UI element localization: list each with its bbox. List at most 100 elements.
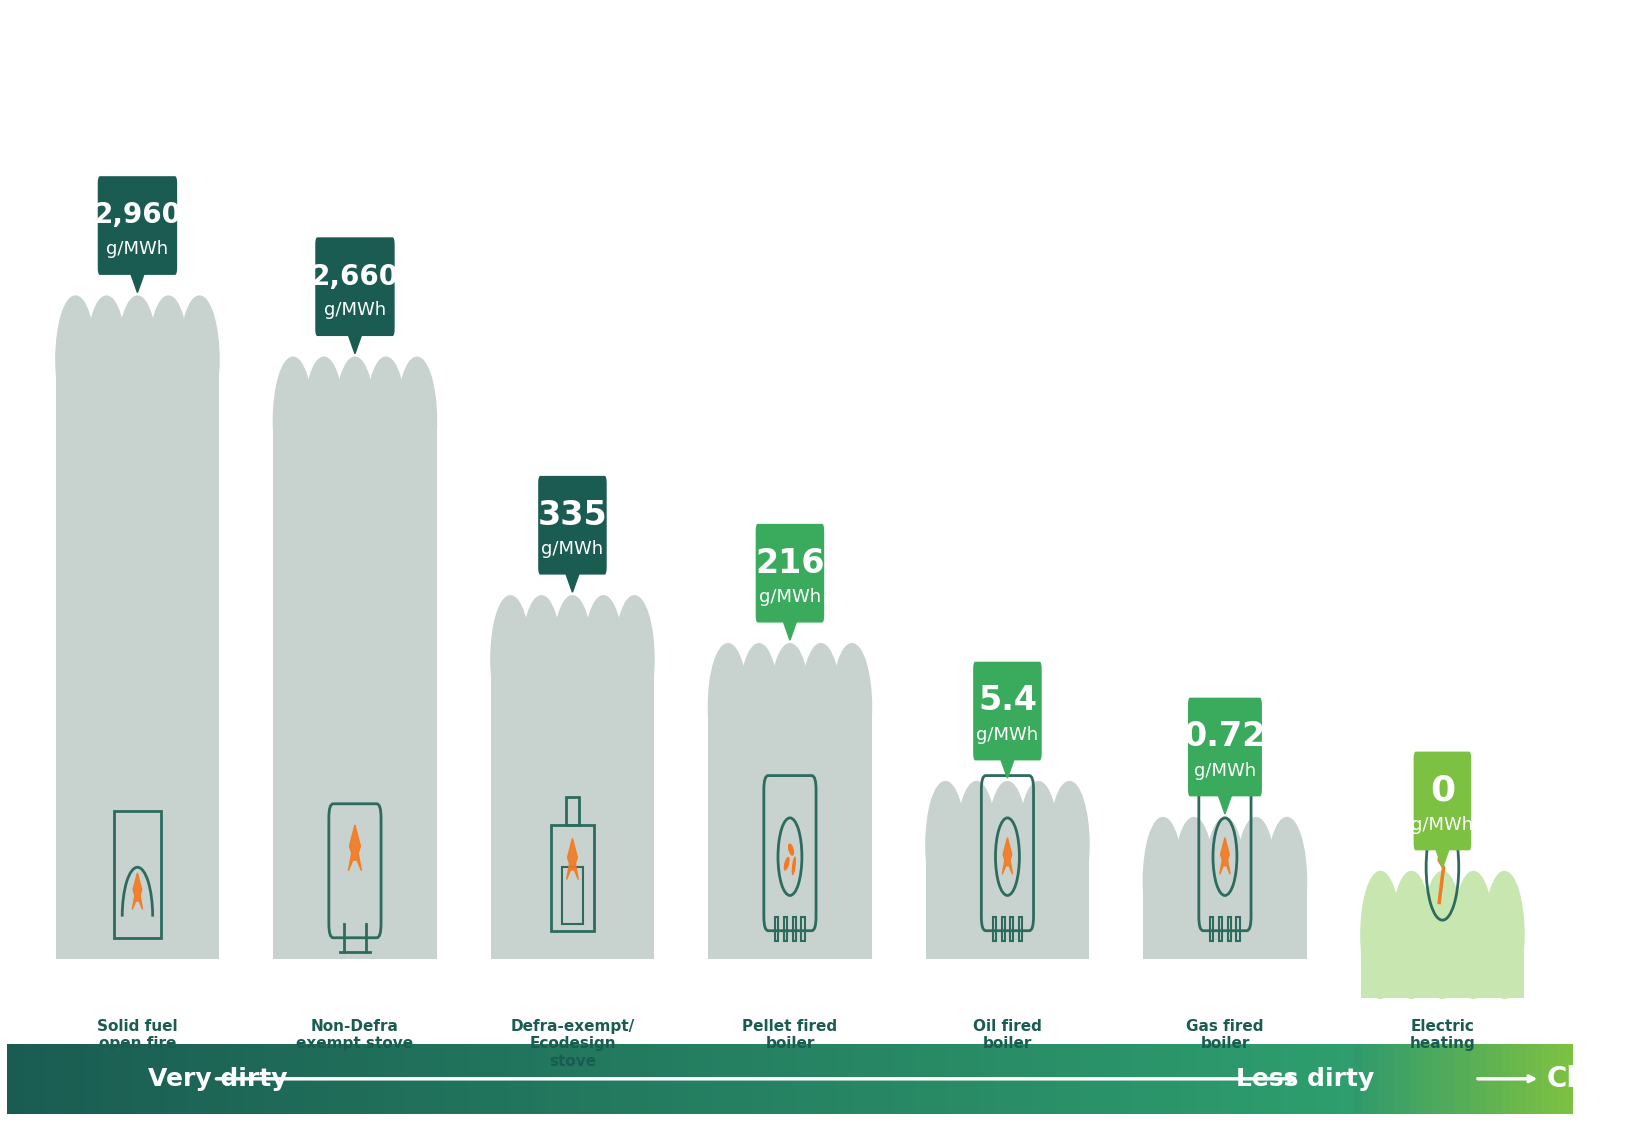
Bar bbox=[148, 1044, 158, 1114]
Bar bbox=[1330, 1044, 1340, 1114]
Bar bbox=[802, 917, 805, 942]
FancyBboxPatch shape bbox=[97, 176, 178, 275]
Bar bbox=[69, 1044, 79, 1114]
Bar bbox=[38, 1044, 48, 1114]
FancyBboxPatch shape bbox=[1361, 935, 1524, 999]
Text: g/MWh: g/MWh bbox=[759, 587, 821, 605]
Bar bbox=[1440, 1044, 1450, 1114]
Bar bbox=[352, 1044, 362, 1114]
Bar bbox=[430, 1044, 439, 1114]
Bar bbox=[226, 1044, 235, 1114]
Bar bbox=[861, 1044, 871, 1114]
FancyBboxPatch shape bbox=[1144, 881, 1307, 958]
Bar bbox=[830, 1044, 839, 1114]
Bar bbox=[313, 1044, 323, 1114]
Bar bbox=[1463, 1044, 1473, 1114]
Circle shape bbox=[956, 781, 996, 908]
Bar bbox=[1409, 1044, 1419, 1114]
Bar bbox=[728, 1044, 737, 1114]
Circle shape bbox=[56, 296, 95, 423]
FancyBboxPatch shape bbox=[1361, 935, 1524, 958]
Bar bbox=[1518, 1044, 1527, 1114]
Bar bbox=[821, 1044, 831, 1114]
Bar bbox=[7, 1044, 16, 1114]
Bar bbox=[1511, 1044, 1521, 1114]
Bar bbox=[969, 1044, 979, 1114]
Bar bbox=[767, 1044, 777, 1114]
Bar bbox=[884, 1044, 894, 1114]
Bar bbox=[932, 1044, 942, 1114]
Bar bbox=[1088, 1044, 1098, 1114]
Text: Pellet fired
boiler: Pellet fired boiler bbox=[742, 1019, 838, 1051]
Bar bbox=[1134, 1044, 1144, 1114]
Bar bbox=[1259, 1044, 1269, 1114]
Text: Less dirty: Less dirty bbox=[1236, 1067, 1374, 1091]
Bar bbox=[1480, 1044, 1490, 1114]
Text: g/MWh: g/MWh bbox=[1193, 761, 1256, 780]
Bar bbox=[469, 1044, 479, 1114]
Bar bbox=[540, 1044, 550, 1114]
Bar bbox=[1063, 1044, 1073, 1114]
Bar bbox=[446, 1044, 456, 1114]
Bar bbox=[657, 1044, 667, 1114]
Bar bbox=[500, 1044, 510, 1114]
Bar bbox=[938, 1044, 948, 1114]
Bar bbox=[54, 1044, 64, 1114]
Bar bbox=[1190, 1044, 1200, 1114]
Bar bbox=[566, 797, 579, 825]
Bar bbox=[415, 1044, 425, 1114]
Bar bbox=[853, 1044, 863, 1114]
Bar bbox=[328, 1044, 337, 1114]
Bar bbox=[179, 1044, 189, 1114]
Bar bbox=[1346, 1044, 1356, 1114]
Text: 335: 335 bbox=[538, 499, 607, 531]
Bar bbox=[1557, 1044, 1567, 1114]
Bar bbox=[1119, 1044, 1129, 1114]
FancyBboxPatch shape bbox=[1414, 751, 1472, 851]
Bar bbox=[993, 917, 996, 942]
Text: 216: 216 bbox=[756, 547, 825, 580]
Bar bbox=[963, 1044, 973, 1114]
Circle shape bbox=[1174, 817, 1213, 945]
Bar bbox=[359, 1044, 369, 1114]
Bar bbox=[1542, 1044, 1552, 1114]
Circle shape bbox=[1019, 781, 1058, 908]
Circle shape bbox=[273, 358, 313, 484]
Bar bbox=[367, 1044, 377, 1114]
Bar bbox=[234, 1044, 244, 1114]
Bar bbox=[1049, 1044, 1058, 1114]
Text: 2,660: 2,660 bbox=[311, 262, 398, 290]
Circle shape bbox=[770, 643, 810, 770]
Polygon shape bbox=[346, 328, 364, 353]
Bar bbox=[132, 1044, 142, 1114]
Bar bbox=[515, 1044, 527, 1114]
Bar bbox=[1103, 1044, 1113, 1114]
Bar bbox=[1384, 1044, 1396, 1114]
Bar bbox=[438, 1044, 448, 1114]
Bar bbox=[844, 1044, 854, 1114]
Bar bbox=[915, 1044, 925, 1114]
Bar bbox=[375, 1044, 385, 1114]
Bar bbox=[1165, 1044, 1175, 1114]
Bar bbox=[1213, 1044, 1223, 1114]
Bar bbox=[783, 917, 787, 942]
Circle shape bbox=[522, 595, 561, 723]
Text: Electric
heating: Electric heating bbox=[1409, 1019, 1475, 1051]
Circle shape bbox=[833, 643, 871, 770]
Polygon shape bbox=[349, 825, 362, 871]
Bar bbox=[46, 1044, 56, 1114]
Bar bbox=[1401, 1044, 1411, 1114]
Ellipse shape bbox=[788, 843, 793, 855]
Bar bbox=[532, 1044, 542, 1114]
Bar bbox=[704, 1044, 714, 1114]
Text: 5.4: 5.4 bbox=[978, 685, 1037, 717]
Text: Defra-exempt/
Ecodesign
stove: Defra-exempt/ Ecodesign stove bbox=[510, 1019, 635, 1068]
Bar bbox=[1565, 1044, 1575, 1114]
Bar bbox=[673, 1044, 683, 1114]
Bar bbox=[140, 1044, 150, 1114]
Circle shape bbox=[1144, 817, 1182, 945]
Circle shape bbox=[179, 296, 219, 423]
Bar bbox=[1322, 1044, 1332, 1114]
Circle shape bbox=[988, 781, 1027, 908]
Circle shape bbox=[616, 595, 653, 723]
